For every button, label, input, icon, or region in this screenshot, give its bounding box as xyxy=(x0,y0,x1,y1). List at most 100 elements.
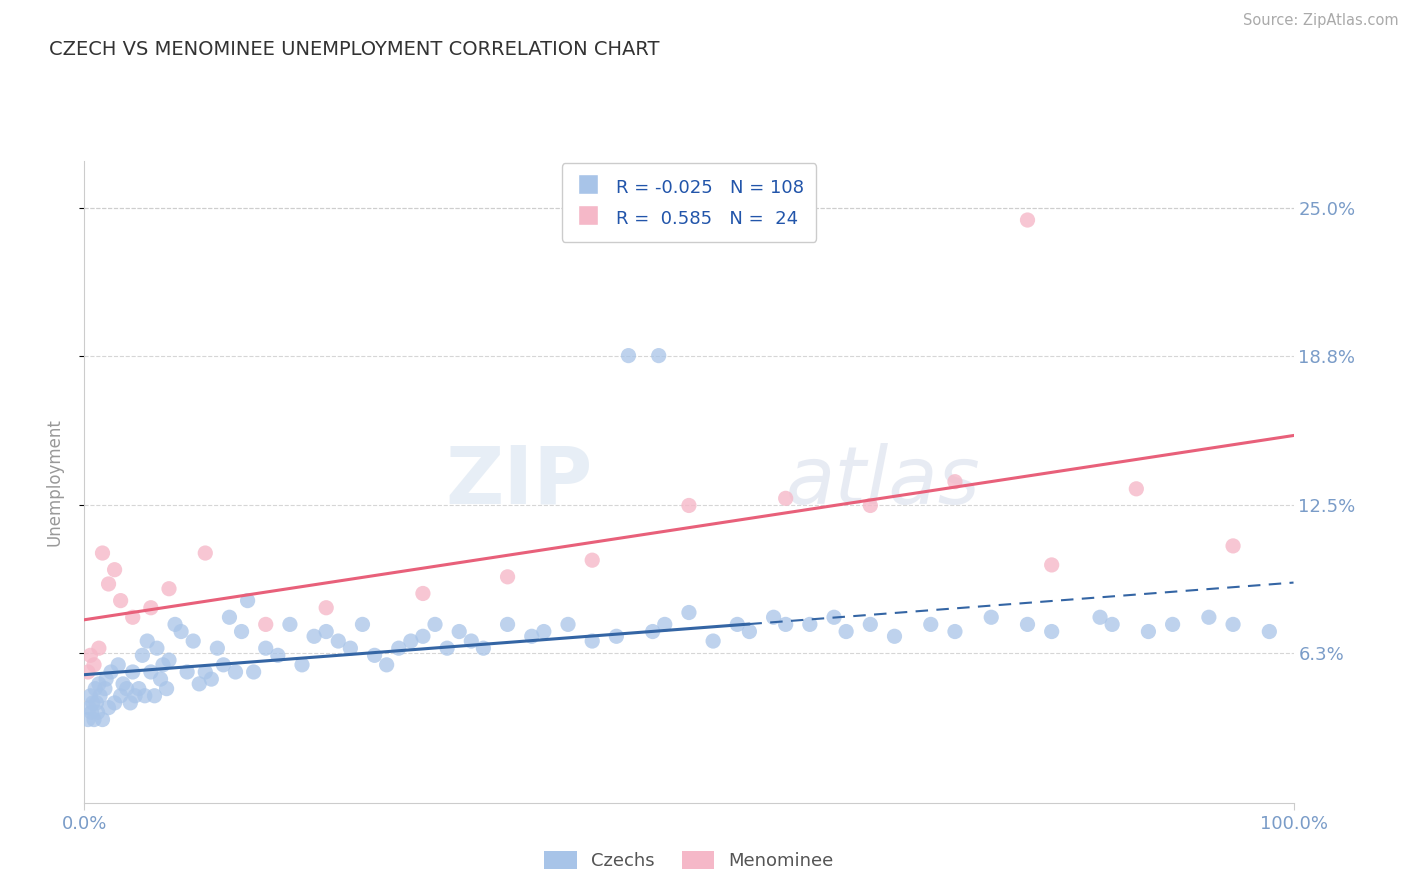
Point xyxy=(943,475,966,489)
Point xyxy=(155,681,177,696)
Point xyxy=(143,689,166,703)
Point xyxy=(436,641,458,656)
Point xyxy=(339,641,361,656)
Point xyxy=(1040,558,1063,572)
Point xyxy=(472,641,495,656)
Point xyxy=(775,617,797,632)
Point xyxy=(176,665,198,679)
Point xyxy=(267,648,290,663)
Point xyxy=(218,610,240,624)
Point xyxy=(91,546,114,560)
Point xyxy=(104,696,127,710)
Point xyxy=(134,689,156,703)
Point xyxy=(762,610,785,624)
Point xyxy=(121,665,143,679)
Point xyxy=(80,706,103,720)
Point xyxy=(149,672,172,686)
Point xyxy=(83,657,105,672)
Point xyxy=(94,681,117,696)
Point xyxy=(799,617,821,632)
Point xyxy=(460,634,482,648)
Point xyxy=(87,677,110,691)
Point xyxy=(97,700,120,714)
Point xyxy=(207,641,229,656)
Point xyxy=(291,657,314,672)
Point xyxy=(254,617,277,632)
Point xyxy=(194,546,217,560)
Point xyxy=(823,610,845,624)
Point xyxy=(678,499,700,513)
Point xyxy=(254,641,277,656)
Point xyxy=(1137,624,1160,639)
Point xyxy=(79,689,101,703)
Point xyxy=(115,681,138,696)
Point xyxy=(165,617,187,632)
Text: Source: ZipAtlas.com: Source: ZipAtlas.com xyxy=(1243,13,1399,29)
Point xyxy=(82,696,104,710)
Point xyxy=(654,617,676,632)
Point xyxy=(200,672,222,686)
Point xyxy=(315,624,337,639)
Text: atlas: atlas xyxy=(786,442,980,521)
Point xyxy=(363,648,385,663)
Point xyxy=(859,499,882,513)
Point xyxy=(94,672,117,686)
Point xyxy=(188,677,211,691)
Point xyxy=(375,657,398,672)
Point xyxy=(100,665,122,679)
Point xyxy=(980,610,1002,624)
Point xyxy=(86,706,108,720)
Point xyxy=(1198,610,1220,624)
Point xyxy=(146,641,169,656)
Point xyxy=(557,617,579,632)
Point xyxy=(83,713,105,727)
Point xyxy=(520,629,543,643)
Point xyxy=(399,634,422,648)
Point xyxy=(87,641,110,656)
Point xyxy=(124,689,146,703)
Point xyxy=(104,563,127,577)
Point xyxy=(107,657,129,672)
Point xyxy=(128,681,150,696)
Point xyxy=(302,629,325,643)
Point xyxy=(84,681,107,696)
Point xyxy=(121,610,143,624)
Point xyxy=(920,617,942,632)
Point xyxy=(496,570,519,584)
Y-axis label: Unemployment: Unemployment xyxy=(45,417,63,546)
Point xyxy=(79,648,101,663)
Point xyxy=(157,653,180,667)
Legend: Czechs, Menominee: Czechs, Menominee xyxy=(537,844,841,877)
Point xyxy=(1125,482,1147,496)
Point xyxy=(1040,624,1063,639)
Point xyxy=(110,689,132,703)
Point xyxy=(1161,617,1184,632)
Point xyxy=(77,665,100,679)
Point xyxy=(170,624,193,639)
Point xyxy=(883,629,905,643)
Point xyxy=(86,696,108,710)
Point xyxy=(678,606,700,620)
Point xyxy=(859,617,882,632)
Point xyxy=(328,634,350,648)
Point xyxy=(139,665,162,679)
Point xyxy=(605,629,627,643)
Point xyxy=(617,349,640,363)
Point xyxy=(725,617,748,632)
Point xyxy=(194,665,217,679)
Point xyxy=(181,634,204,648)
Point xyxy=(648,349,671,363)
Point xyxy=(1017,213,1039,227)
Text: CZECH VS MENOMINEE UNEMPLOYMENT CORRELATION CHART: CZECH VS MENOMINEE UNEMPLOYMENT CORRELAT… xyxy=(49,40,659,59)
Point xyxy=(943,624,966,639)
Point xyxy=(496,617,519,632)
Point xyxy=(581,553,603,567)
Point xyxy=(1222,617,1244,632)
Point xyxy=(97,577,120,591)
Point xyxy=(641,624,664,639)
Point xyxy=(120,696,142,710)
Point xyxy=(152,657,174,672)
Point xyxy=(1017,617,1039,632)
Point xyxy=(1258,624,1281,639)
Point xyxy=(136,634,159,648)
